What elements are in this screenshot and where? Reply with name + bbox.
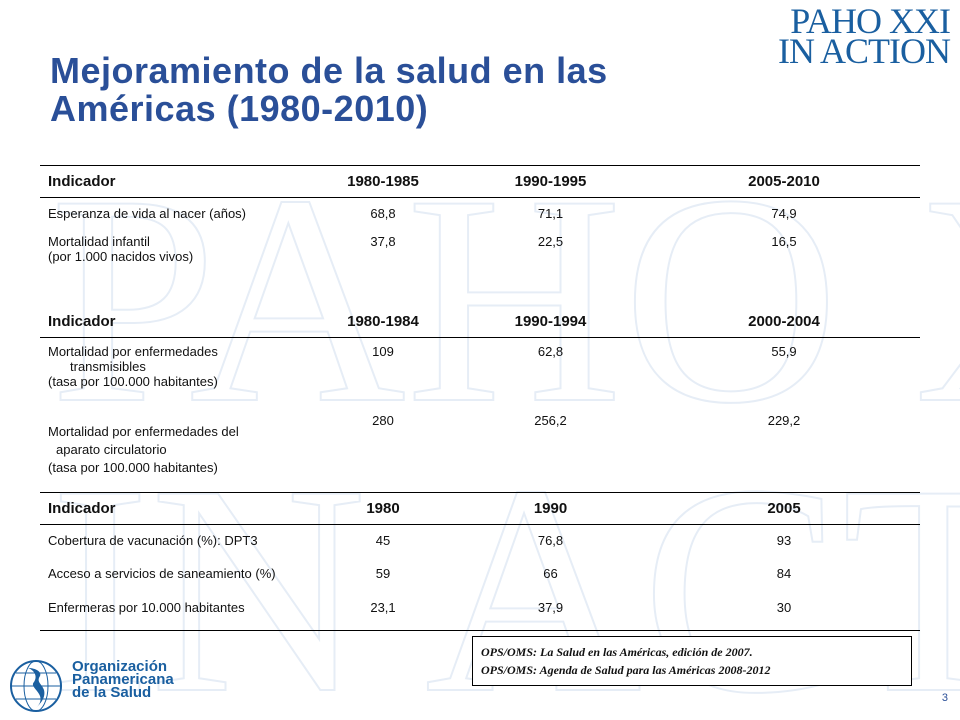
- cell-value: 280: [372, 413, 394, 428]
- title-line-1: Mejoramiento de la salud en las: [50, 50, 608, 91]
- row-label: Mortalidad infantil (por 1.000 nacidos v…: [40, 228, 313, 306]
- header-cell: 2005-2010: [648, 165, 920, 198]
- cell-value: 68,8: [370, 206, 396, 221]
- cell-value: 71,1: [537, 206, 564, 221]
- row-label: Esperanza de vida al nacer (años): [48, 206, 247, 221]
- row-label-line: aparato circulatorio: [56, 442, 167, 457]
- table-row: Esperanza de vida al nacer (años) 68,8 7…: [40, 198, 920, 228]
- cell-value: 74,9: [771, 206, 797, 221]
- page-title: Mejoramiento de la salud en las Américas…: [50, 52, 608, 128]
- page-number: 3: [941, 692, 948, 704]
- cell-value: 109: [372, 343, 394, 359]
- paho-xxi-logo: PAHO XXI IN ACTION: [778, 1, 951, 71]
- header-cell: 1990-1994: [453, 305, 648, 338]
- row-label: Cobertura de vacunación (%): DPT3: [48, 532, 258, 548]
- header-cell: Indicador: [40, 305, 313, 338]
- row-label: Mortalidad por enfermedades del aparato …: [40, 407, 313, 492]
- cell-value: 37,9: [537, 600, 564, 615]
- cell-value: 16,5: [771, 233, 797, 249]
- header-cell: 2000-2004: [648, 305, 920, 338]
- globe-icon: [10, 660, 62, 712]
- row-label-line: Mortalidad infantil: [48, 233, 150, 249]
- row-label-line: (tasa por 100.000 habitantes): [48, 460, 218, 475]
- org-line: de la Salud: [72, 684, 152, 701]
- reference-line: OPS/OMS: Agenda de Salud para las Améric…: [481, 663, 771, 677]
- cell-value: 84: [776, 566, 792, 581]
- title-line-2: Américas (1980-2010): [50, 88, 429, 129]
- table-row: Mortalidad por enfermedades transmisible…: [40, 337, 920, 407]
- header-cell: Indicador: [40, 165, 313, 198]
- cell-value: 59: [375, 566, 391, 581]
- header-cell: 1980-1985: [313, 165, 453, 198]
- reference-line: OPS/OMS: La Salud en las Américas, edici…: [481, 645, 753, 659]
- health-indicators-table: Indicador 1980-1985 1990-1995 2005-2010 …: [40, 165, 920, 631]
- logo-line-1: PAHO XXI: [790, 1, 951, 41]
- org-line: Organización: [72, 658, 168, 675]
- row-label-line: Mortalidad por enfermedades del: [48, 424, 239, 439]
- row-label-line: transmisibles: [70, 358, 146, 374]
- table-row: Mortalidad infantil (por 1.000 nacidos v…: [40, 228, 920, 306]
- cell-value: 23,1: [370, 600, 396, 615]
- header-cell: 1990: [453, 491, 648, 525]
- cell-value: 62,8: [537, 343, 564, 359]
- table-row: Mortalidad por enfermedades del aparato …: [40, 407, 920, 492]
- cell-value: 30: [776, 600, 792, 615]
- row-label: Enfermeras por 10.000 habitantes: [48, 600, 245, 615]
- header-cell: Indicador: [40, 491, 313, 525]
- header-cell: 2005: [648, 491, 920, 525]
- header-cell: 1980: [313, 491, 453, 525]
- cell-value: 22,5: [537, 233, 564, 249]
- cell-value: 55,9: [771, 343, 797, 359]
- references-box: OPS/OMS: La Salud en las Américas, edici…: [472, 636, 912, 686]
- cell-value: 45: [375, 532, 391, 548]
- cell-value: 256,2: [534, 413, 567, 428]
- organization-name: Organización Panamericana de la Salud: [72, 658, 174, 701]
- organization-logo: Organización Panamericana de la Salud: [8, 652, 208, 716]
- row-label-line: (tasa por 100.000 habitantes): [48, 373, 218, 389]
- table-row: Acceso a servicios de saneamiento (%) 59…: [40, 558, 920, 592]
- org-line: Panamericana: [72, 671, 174, 688]
- row-label-line: Mortalidad por enfermedades: [48, 343, 218, 359]
- cell-value: 66: [543, 566, 558, 581]
- table-header-row: Indicador 1980 1990 2005: [40, 491, 920, 525]
- cell-value: 229,2: [767, 413, 801, 428]
- cell-value: 93: [776, 532, 792, 548]
- cell-value: 76,8: [537, 532, 564, 548]
- table-bottom-rule: [40, 629, 920, 631]
- row-label-line: (por 1.000 nacidos vivos): [48, 248, 194, 264]
- table-row: Enfermeras por 10.000 habitantes 23,1 37…: [40, 592, 920, 630]
- cell-value: 37,8: [370, 233, 396, 249]
- logo-line-2: IN ACTION: [778, 31, 951, 71]
- header-cell: 1980-1984: [313, 305, 453, 338]
- row-label: Mortalidad por enfermedades transmisible…: [40, 337, 313, 407]
- header-cell: 1990-1995: [453, 165, 648, 198]
- table-header-row: Indicador 1980-1984 1990-1994 2000-2004: [40, 305, 920, 338]
- table-row: Cobertura de vacunación (%): DPT3 45 76,…: [40, 524, 920, 558]
- table-header-row: Indicador 1980-1985 1990-1995 2005-2010: [40, 165, 920, 198]
- row-label: Acceso a servicios de saneamiento (%): [48, 566, 276, 581]
